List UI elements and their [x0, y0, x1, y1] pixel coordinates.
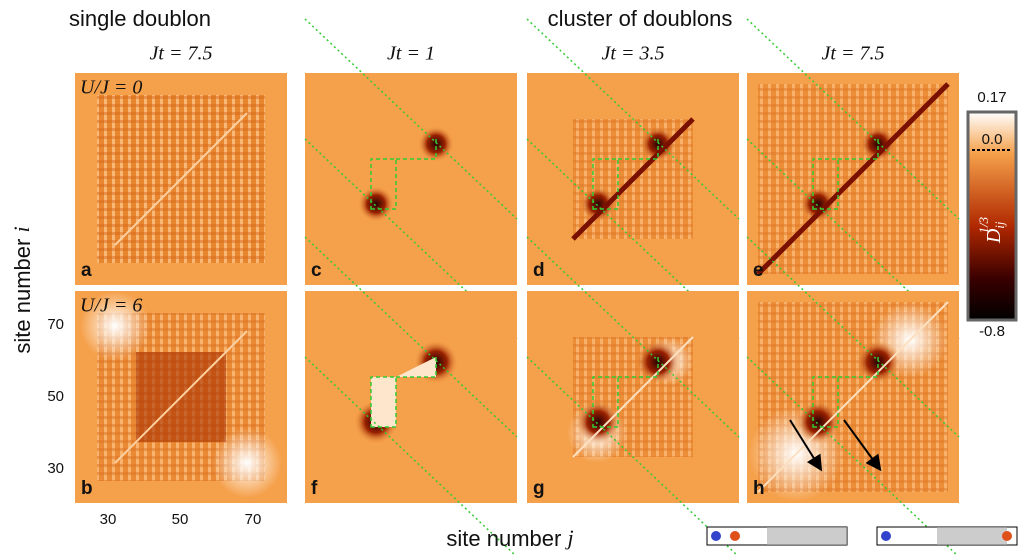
column-title: Jt = 3.5	[602, 43, 665, 65]
guide-line	[304, 236, 518, 438]
guide-line	[304, 138, 518, 340]
colorbar-label: Dij1/3	[976, 216, 1007, 244]
panel-label: h	[753, 478, 765, 499]
cluster-box	[370, 357, 437, 428]
cluster-box	[812, 139, 879, 210]
x-axis-text: site number	[446, 526, 561, 551]
colorbar-max: 0.17	[977, 89, 1006, 106]
guide-line	[304, 356, 516, 555]
diagonal-band	[572, 336, 694, 458]
guide-line	[526, 236, 740, 438]
panel-label: a	[81, 260, 92, 281]
y-axis-label: site number i	[9, 226, 35, 353]
panel-label: b	[81, 478, 93, 499]
x-tick-label: 70	[245, 511, 262, 528]
doublon-blob	[640, 126, 676, 162]
colorbar-min: -0.8	[979, 323, 1005, 340]
row-label: U/J = 0	[80, 77, 142, 99]
doublon-blob	[580, 186, 616, 222]
diagonal	[114, 112, 248, 246]
doublon-blob	[576, 400, 620, 444]
heatmap	[304, 236, 518, 555]
cluster-box	[812, 357, 879, 428]
diagonal-band	[756, 82, 950, 276]
guide-line	[526, 356, 738, 555]
header: cluster of doublons	[548, 6, 733, 31]
heatmap	[304, 18, 518, 340]
x-axis-label: site number j	[446, 525, 573, 551]
y-axis-text: site number	[10, 239, 35, 354]
chain-sketches	[706, 419, 1018, 546]
guide-line	[746, 138, 960, 340]
header: single doublon	[69, 6, 211, 31]
cluster-box	[592, 139, 659, 210]
panel-label: g	[533, 478, 545, 499]
y-tick-label: 70	[47, 316, 64, 333]
doublon-blob	[860, 126, 896, 162]
column-title: Jt = 1	[387, 43, 435, 65]
heatmap	[746, 236, 960, 555]
doublon-blob	[796, 400, 840, 444]
row-label: U/J = 6	[80, 295, 142, 317]
x-tick-label: 30	[100, 511, 117, 528]
panels	[75, 18, 960, 555]
heatmap	[75, 291, 287, 503]
diagonal	[114, 330, 248, 464]
x-axis-var: j	[564, 525, 573, 550]
heatmap-bg	[305, 73, 517, 285]
light-area	[80, 291, 150, 361]
diagonal-band	[757, 301, 949, 493]
heatmap-bg	[305, 291, 517, 503]
guide-line	[304, 18, 518, 220]
doublon-blob	[418, 126, 454, 162]
panel-label: d	[533, 260, 545, 281]
column-title: Jt = 7.5	[822, 43, 885, 65]
guide-line	[526, 138, 740, 340]
cluster-box	[592, 357, 659, 428]
column-title: Jt = 7.5	[150, 43, 213, 65]
x-tick-label: 50	[172, 511, 189, 528]
heatmap	[746, 18, 960, 340]
guide-line	[746, 18, 960, 220]
colorbar-mid: 0.0	[982, 131, 1003, 148]
y-tick-label: 50	[47, 388, 64, 405]
guide-line	[746, 356, 958, 555]
panel-label: c	[311, 260, 322, 281]
diagonal-band	[571, 117, 695, 241]
colorbar	[966, 110, 1018, 322]
label-symbol: D	[983, 228, 1005, 244]
panel-label: f	[311, 478, 318, 499]
heatmap	[526, 236, 740, 555]
heatmap	[75, 73, 287, 285]
cluster-box	[370, 139, 437, 210]
label-sub: ij	[992, 221, 1007, 229]
guide-line	[526, 18, 740, 220]
panel-label: e	[753, 260, 764, 281]
y-axis-var: i	[9, 226, 34, 232]
doublon-blob	[358, 186, 394, 222]
heatmap	[526, 18, 740, 340]
y-tick-label: 30	[47, 460, 64, 477]
label-sup: 1/3	[976, 216, 991, 233]
doublon-blob	[800, 186, 836, 222]
guide-line	[746, 236, 960, 438]
light-area	[212, 428, 282, 498]
